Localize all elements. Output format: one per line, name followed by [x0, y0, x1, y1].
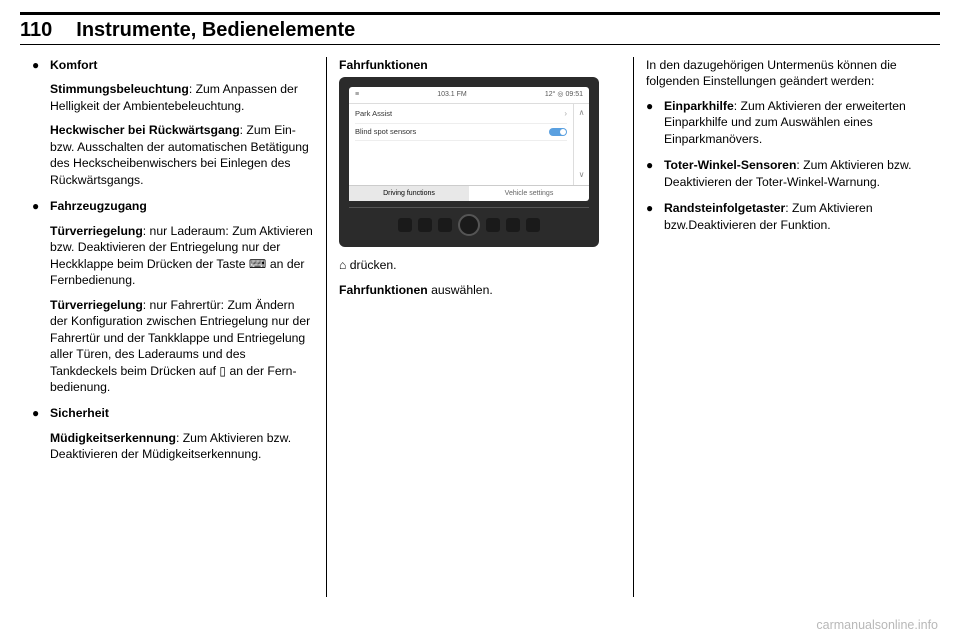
watermark: carmanualsonline.info	[816, 618, 938, 632]
bullet-icon: ●	[32, 57, 50, 196]
dash-button	[398, 218, 412, 232]
infotainment-graphic: ≡ 103.1 FM 12° ◎ 09:51 Park Assist ›	[339, 77, 599, 247]
bullet-komfort: ● Komfort Stimmungsbeleuchtung: Zum Anpa…	[32, 57, 314, 196]
menu-icon: ≡	[355, 90, 359, 99]
sat-icon: ◎	[557, 91, 563, 98]
bullet-body: Komfort Stimmungsbeleuchtung: Zum Anpass…	[50, 57, 314, 196]
time-label: 09:51	[565, 91, 583, 98]
term-bold: Stimmungsbeleuchtung	[50, 82, 189, 96]
dash-button	[526, 218, 540, 232]
scroll-up-icon: ∧	[579, 108, 585, 119]
screen-item-label: Blind spot sensors	[355, 127, 416, 137]
term-bold: Türverriegelung	[50, 298, 143, 312]
bullet-icon: ●	[32, 198, 50, 403]
dash-knob	[458, 214, 480, 236]
column-1: ● Komfort Stimmungsbeleuchtung: Zum Anpa…	[20, 57, 326, 597]
content-columns: ● Komfort Stimmungsbeleuchtung: Zum Anpa…	[20, 57, 940, 597]
screen-status-bar: ≡ 103.1 FM 12° ◎ 09:51	[349, 87, 589, 103]
term-bold: Türverriegelung	[50, 224, 143, 238]
screen-scrollbar: ∧ ∨	[573, 104, 589, 185]
dash-button	[506, 218, 520, 232]
intro-text: In den dazugehörigen Untermenüs können d…	[646, 57, 928, 90]
temp-label: 12°	[545, 91, 556, 98]
tab-driving-functions: Driving functions	[349, 186, 469, 201]
instruction-text: drücken.	[346, 258, 396, 272]
screen-item-park-assist: Park Assist ›	[355, 106, 567, 124]
instruction-line: ⌂ drücken.	[339, 257, 621, 273]
bullet-body: Randsteinfolgetaster: Zum Akti­vieren bz…	[664, 200, 928, 233]
bullet-icon: ●	[646, 157, 664, 198]
screen-body: Park Assist › Blind spot sensors ∧ ∨	[349, 104, 589, 185]
bullet-para: Stimmungsbeleuchtung: Zum Anpassen der H…	[50, 81, 314, 114]
bullet-head: Komfort	[50, 57, 314, 73]
toggle-icon	[549, 128, 567, 136]
dash-button	[486, 218, 500, 232]
bullet-randstein: ● Randsteinfolgetaster: Zum Akti­vieren …	[646, 200, 928, 241]
page-header: 110 Instrumente, Bedienelemente	[20, 19, 940, 42]
status-right: 12° ◎ 09:51	[545, 90, 583, 99]
radio-label: 103.1 FM	[437, 90, 467, 99]
bullet-para: Türverriegelung: nur Laderaum: Zum Aktiv…	[50, 223, 314, 289]
dash-button	[438, 218, 452, 232]
bullet-einparkhilfe: ● Einparkhilfe: Zum Aktivieren der erwei…	[646, 98, 928, 155]
column-3: In den dazugehörigen Untermenüs können d…	[633, 57, 940, 597]
instruction-line: Fahrfunktionen auswählen.	[339, 282, 621, 298]
screen-item-blind-spot: Blind spot sensors	[355, 124, 567, 141]
bullet-icon: ●	[646, 98, 664, 155]
bullet-icon: ●	[646, 200, 664, 241]
header-rule-bottom	[20, 44, 940, 45]
term-rest: : nur Fahrertür: Zum Ändern der Konfigur…	[50, 298, 310, 394]
instruction-bold: Fahrfunktionen	[339, 283, 428, 297]
term-bold: Einparkhilfe	[664, 99, 734, 113]
instruction-text: auswählen.	[428, 283, 493, 297]
bullet-icon: ●	[32, 405, 50, 470]
bullet-head: Fahrzeugzugang	[50, 198, 314, 214]
screen-list: Park Assist › Blind spot sensors	[349, 104, 573, 185]
bullet-body: Toter-Winkel-Sensoren: Zum Aktivieren bz…	[664, 157, 928, 190]
bullet-head: Sicherheit	[50, 405, 314, 421]
subhead-fahrfunktionen: Fahrfunktionen	[339, 57, 621, 73]
manual-page: 110 Instrumente, Bedienelemente ● Komfor…	[0, 0, 960, 642]
bullet-body: Einparkhilfe: Zum Aktivieren der erweite…	[664, 98, 928, 147]
bullet-body: Sicherheit Müdigkeitserkennung: Zum Akti…	[50, 405, 314, 470]
bullet-para: Müdigkeitserkennung: Zum Akti­vieren bzw…	[50, 430, 314, 463]
term-bold: Müdigkeitserkennung	[50, 431, 176, 445]
tab-vehicle-settings: Vehicle settings	[469, 186, 589, 201]
scroll-down-icon: ∨	[579, 170, 585, 181]
bullet-toter-winkel: ● Toter-Winkel-Sensoren: Zum Aktivieren …	[646, 157, 928, 198]
infotainment-screen: ≡ 103.1 FM 12° ◎ 09:51 Park Assist ›	[349, 87, 589, 201]
infotainment-buttons	[349, 207, 589, 241]
bullet-fahrzeugzugang: ● Fahrzeugzugang Türverriegelung: nur La…	[32, 198, 314, 403]
column-2: Fahrfunktionen ≡ 103.1 FM 12° ◎ 09:51	[326, 57, 633, 597]
header-rule-top	[20, 12, 940, 15]
screen-item-label: Park Assist	[355, 109, 392, 119]
bullet-sicherheit: ● Sicherheit Müdigkeitserkennung: Zum Ak…	[32, 405, 314, 470]
screen-tabs: Driving functions Vehicle settings	[349, 185, 589, 201]
bullet-para: Türverriegelung: nur Fahrertür: Zum Ände…	[50, 297, 314, 396]
page-number: 110	[20, 19, 52, 42]
dash-button	[418, 218, 432, 232]
chevron-right-icon: ›	[564, 109, 567, 120]
term-bold: Randsteinfolgetaster	[664, 201, 785, 215]
bullet-body: Fahrzeugzugang Türverriegelung: nur Lade…	[50, 198, 314, 403]
term-bold: Toter-Winkel-Sensoren	[664, 158, 796, 172]
term-bold: Heckwischer bei Rückwärtsgang	[50, 123, 240, 137]
bullet-para: Heckwischer bei Rückwärtsgang: Zum Ein- …	[50, 122, 314, 188]
header-title: Instrumente, Bedienelemente	[76, 19, 355, 42]
